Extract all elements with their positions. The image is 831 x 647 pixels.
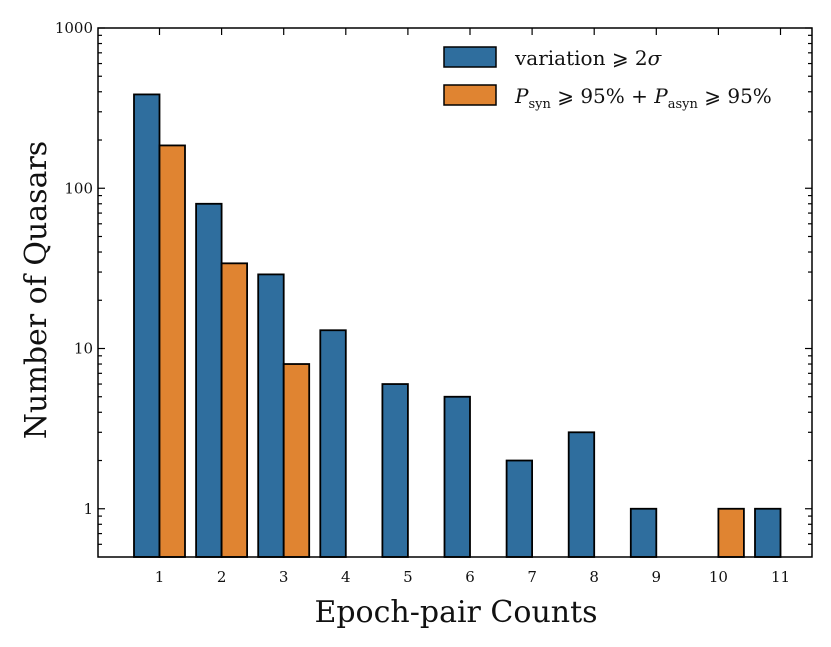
x-tick-label-1: 1 (155, 568, 165, 586)
y-axis-title: Number of Quasars (19, 141, 54, 439)
x-tick-label-2: 2 (217, 568, 227, 586)
bar-probability-1 (158, 144, 186, 558)
x-tick-label-4: 4 (341, 568, 351, 586)
bar-probability-10 (717, 507, 745, 558)
bar-probability-3 (282, 363, 311, 558)
bar-variation-7 (505, 459, 534, 558)
legend-label-probability: Psyn ⩾ 95% + Pasyn ⩾ 95% (514, 84, 772, 112)
bar-variation-9 (629, 507, 658, 558)
plot-frame (97, 27, 813, 558)
x-tick-label-6: 6 (465, 568, 475, 586)
x-tick-label-3: 3 (279, 568, 289, 586)
x-tick-label-11: 11 (771, 568, 790, 586)
bar-variation-5 (381, 383, 409, 558)
bars-layer (133, 93, 782, 558)
bar-variation-2 (195, 202, 223, 558)
x-tick-label-10: 10 (709, 568, 728, 586)
x-tick-label-7: 7 (527, 568, 537, 586)
x-tick-label-8: 8 (589, 568, 599, 586)
bar-variation-3 (257, 273, 285, 558)
x-axis-title: Epoch-pair Counts (314, 595, 597, 630)
bar-variation-4 (319, 329, 347, 558)
y-tick-label-1000: 1000 (55, 19, 93, 37)
legend-label-variation: variation ⩾ 2σ (514, 46, 663, 70)
legend-swatch-variation (443, 46, 497, 68)
bar-probability-2 (220, 262, 249, 558)
bar-variation-11 (754, 507, 782, 558)
bar-variation-1 (133, 93, 161, 558)
x-tick-label-5: 5 (403, 568, 413, 586)
legend-swatch-probability (443, 84, 497, 106)
bar-variation-6 (443, 395, 471, 558)
y-tick-label-100: 100 (64, 179, 93, 197)
legend: variation ⩾ 2σ Psyn ⩾ 95% + Pasyn ⩾ 95% (443, 46, 772, 112)
y-tick-label-10: 10 (74, 340, 93, 358)
y-tick-label-1: 1 (83, 500, 93, 518)
x-tick-label-9: 9 (652, 568, 662, 586)
bar-variation-8 (567, 431, 596, 558)
